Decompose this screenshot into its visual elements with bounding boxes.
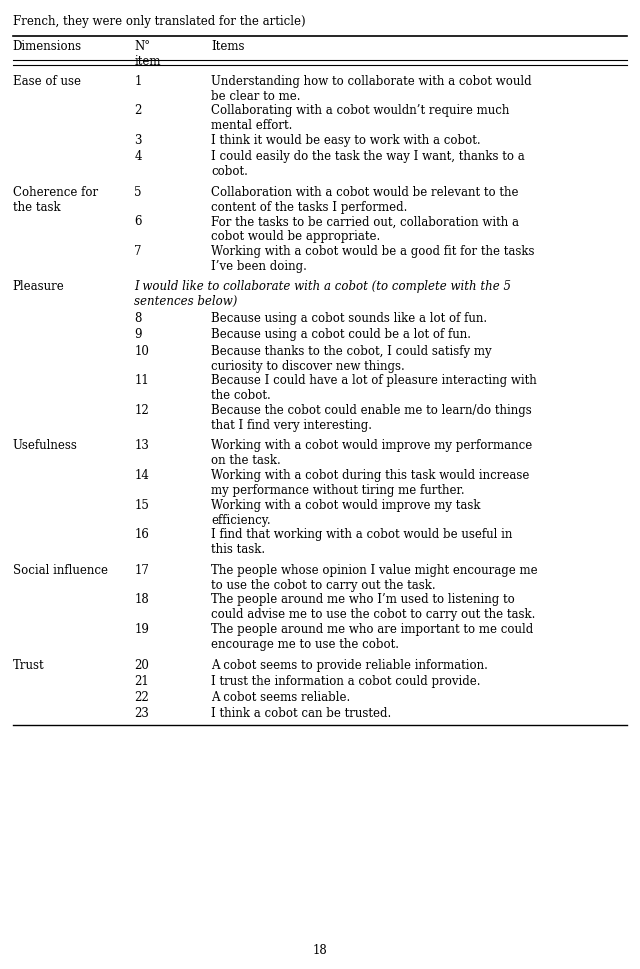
Text: Collaboration with a cobot would be relevant to the
content of the tasks I perfo: Collaboration with a cobot would be rele… <box>211 186 518 213</box>
Text: The people whose opinion I value might encourage me
to use the cobot to carry ou: The people whose opinion I value might e… <box>211 564 538 592</box>
Text: Usefulness: Usefulness <box>13 439 77 453</box>
Text: Items: Items <box>211 40 244 52</box>
Text: 18: 18 <box>134 593 149 607</box>
Text: N°
item: N° item <box>134 40 161 68</box>
Text: Because using a cobot could be a lot of fun.: Because using a cobot could be a lot of … <box>211 328 471 341</box>
Text: 4: 4 <box>134 150 142 163</box>
Text: Working with a cobot would be a good fit for the tasks
I’ve been doing.: Working with a cobot would be a good fit… <box>211 245 534 273</box>
Text: Trust: Trust <box>13 659 44 672</box>
Text: Working with a cobot would improve my task
efficiency.: Working with a cobot would improve my ta… <box>211 499 481 526</box>
Text: Pleasure: Pleasure <box>13 280 65 294</box>
Text: 7: 7 <box>134 245 142 258</box>
Text: 20: 20 <box>134 659 149 672</box>
Text: 18: 18 <box>312 945 328 957</box>
Text: 19: 19 <box>134 623 149 636</box>
Text: 13: 13 <box>134 439 149 453</box>
Text: Because using a cobot sounds like a lot of fun.: Because using a cobot sounds like a lot … <box>211 312 487 325</box>
Text: 17: 17 <box>134 564 149 577</box>
Text: Understanding how to collaborate with a cobot would
be clear to me.: Understanding how to collaborate with a … <box>211 75 532 103</box>
Text: Dimensions: Dimensions <box>13 40 82 52</box>
Text: Ease of use: Ease of use <box>13 75 81 87</box>
Text: A cobot seems to provide reliable information.: A cobot seems to provide reliable inform… <box>211 659 488 672</box>
Text: 23: 23 <box>134 707 149 720</box>
Text: 3: 3 <box>134 134 142 147</box>
Text: The people around me who are important to me could
encourage me to use the cobot: The people around me who are important t… <box>211 623 534 651</box>
Text: I would like to collaborate with a cobot (to complete with the 5
sentences below: I would like to collaborate with a cobot… <box>134 280 511 308</box>
Text: Because the cobot could enable me to learn/do things
that I find very interestin: Because the cobot could enable me to lea… <box>211 404 532 432</box>
Text: 16: 16 <box>134 528 149 542</box>
Text: A cobot seems reliable.: A cobot seems reliable. <box>211 691 351 704</box>
Text: Because I could have a lot of pleasure interacting with
the cobot.: Because I could have a lot of pleasure i… <box>211 374 537 402</box>
Text: Social influence: Social influence <box>13 564 108 577</box>
Text: 6: 6 <box>134 215 142 229</box>
Text: 8: 8 <box>134 312 142 325</box>
Text: For the tasks to be carried out, collaboration with a
cobot would be appropriate: For the tasks to be carried out, collabo… <box>211 215 519 243</box>
Text: The people around me who I’m used to listening to
could advise me to use the cob: The people around me who I’m used to lis… <box>211 593 536 621</box>
Text: 15: 15 <box>134 499 149 512</box>
Text: Working with a cobot would improve my performance
on the task.: Working with a cobot would improve my pe… <box>211 439 532 467</box>
Text: 22: 22 <box>134 691 149 704</box>
Text: 11: 11 <box>134 374 149 388</box>
Text: 5: 5 <box>134 186 142 199</box>
Text: 10: 10 <box>134 345 149 358</box>
Text: I could easily do the task the way I want, thanks to a
cobot.: I could easily do the task the way I wan… <box>211 150 525 178</box>
Text: Working with a cobot during this task would increase
my performance without tiri: Working with a cobot during this task wo… <box>211 469 529 497</box>
Text: I trust the information a cobot could provide.: I trust the information a cobot could pr… <box>211 674 481 688</box>
Text: I think it would be easy to work with a cobot.: I think it would be easy to work with a … <box>211 134 481 147</box>
Text: 9: 9 <box>134 328 142 341</box>
Text: 21: 21 <box>134 674 149 688</box>
Text: 14: 14 <box>134 469 149 482</box>
Text: Because thanks to the cobot, I could satisfy my
curiosity to discover new things: Because thanks to the cobot, I could sat… <box>211 345 492 372</box>
Text: French, they were only translated for the article): French, they were only translated for th… <box>13 15 305 27</box>
Text: I think a cobot can be trusted.: I think a cobot can be trusted. <box>211 707 392 720</box>
Text: 12: 12 <box>134 404 149 417</box>
Text: Collaborating with a cobot wouldn’t require much
mental effort.: Collaborating with a cobot wouldn’t requ… <box>211 105 509 132</box>
Text: 1: 1 <box>134 75 142 87</box>
Text: Coherence for
the task: Coherence for the task <box>13 186 98 213</box>
Text: 2: 2 <box>134 105 142 117</box>
Text: I find that working with a cobot would be useful in
this task.: I find that working with a cobot would b… <box>211 528 513 556</box>
